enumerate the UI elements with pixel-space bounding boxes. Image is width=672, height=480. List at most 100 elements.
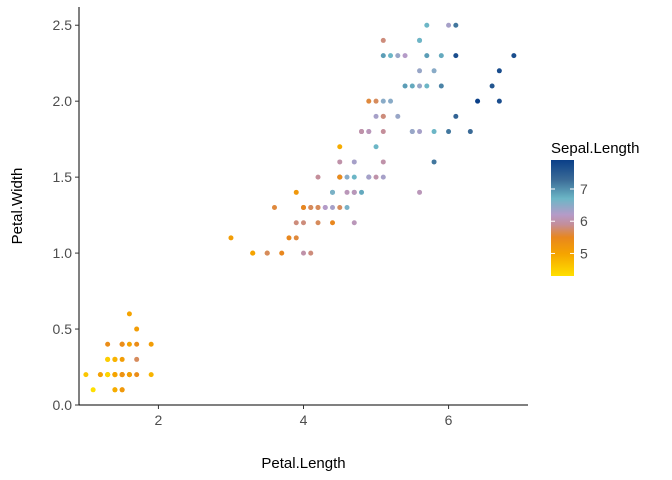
- data-point: [402, 53, 408, 59]
- x-tick-label: 6: [445, 412, 453, 428]
- data-point: [315, 205, 321, 211]
- data-point: [446, 129, 452, 135]
- x-tick-label: 2: [155, 412, 163, 428]
- data-point: [359, 129, 365, 135]
- y-tick-label: 0.5: [53, 321, 73, 337]
- data-point: [301, 250, 306, 256]
- data-point: [431, 68, 437, 74]
- data-point: [446, 22, 452, 28]
- data-point: [380, 174, 386, 180]
- data-point: [351, 189, 357, 195]
- data-point: [315, 220, 321, 226]
- data-point: [97, 372, 103, 378]
- y-tick-label: 2.5: [53, 17, 73, 33]
- y-tick-label: 2.0: [53, 93, 73, 109]
- data-point: [134, 372, 140, 378]
- data-point: [388, 53, 394, 59]
- data-point: [337, 205, 343, 211]
- legend-tick-label: 7: [580, 181, 588, 197]
- data-point: [228, 235, 234, 241]
- data-point: [337, 159, 343, 165]
- data-point: [351, 220, 357, 226]
- data-point: [90, 387, 96, 393]
- data-point: [366, 129, 372, 135]
- data-point: [148, 341, 154, 347]
- data-point: [417, 83, 423, 89]
- legend-tick-label: 5: [580, 245, 588, 261]
- data-point: [373, 113, 379, 119]
- y-ticks: 0.0 0.5 1.0 1.5 2.0 2.5: [53, 17, 79, 413]
- data-point: [373, 174, 379, 180]
- data-point: [373, 98, 379, 104]
- data-point: [134, 326, 140, 332]
- legend-tick-label: 6: [580, 213, 588, 229]
- data-point: [409, 83, 415, 89]
- data-point: [112, 387, 118, 393]
- data-point: [330, 205, 336, 211]
- data-point: [395, 113, 401, 119]
- data-point: [105, 356, 111, 362]
- data-point: [134, 341, 140, 347]
- data-point: [293, 189, 299, 195]
- data-point: [315, 174, 321, 180]
- data-point: [337, 144, 343, 150]
- data-point: [112, 356, 118, 362]
- data-point: [330, 189, 336, 195]
- data-point: [301, 220, 306, 226]
- data-point: [126, 341, 132, 347]
- data-point: [105, 341, 111, 347]
- data-point: [380, 129, 386, 135]
- data-point: [330, 220, 336, 226]
- data-point: [373, 144, 379, 150]
- data-point: [366, 98, 372, 104]
- data-point: [453, 113, 459, 119]
- legend-title: Sepal.Length: [551, 140, 639, 157]
- y-axis-label: Petal.Width: [9, 168, 26, 245]
- data-point: [380, 113, 386, 119]
- data-point: [250, 250, 256, 256]
- x-axis-label: Petal.Length: [261, 455, 345, 472]
- data-point: [424, 22, 430, 28]
- x-tick-label: 4: [300, 412, 308, 428]
- data-point: [388, 98, 394, 104]
- data-point: [83, 372, 89, 378]
- data-point: [380, 53, 386, 59]
- data-point: [409, 129, 415, 135]
- data-point: [417, 189, 423, 195]
- data-point: [438, 53, 444, 59]
- data-point: [344, 174, 350, 180]
- data-point: [424, 83, 430, 89]
- data-point: [264, 250, 270, 256]
- data-point: [496, 68, 502, 74]
- x-ticks: 2 4 6: [155, 405, 453, 428]
- data-point: [467, 129, 473, 135]
- data-point: [475, 98, 481, 104]
- data-point: [337, 174, 343, 180]
- data-point: [417, 68, 423, 74]
- data-point: [351, 174, 357, 180]
- data-point: [119, 372, 125, 378]
- data-point: [286, 235, 292, 241]
- data-point: [293, 220, 299, 226]
- data-point: [511, 53, 517, 59]
- data-point: [126, 311, 132, 317]
- data-point: [105, 372, 111, 378]
- data-point: [293, 235, 299, 241]
- points-layer: [83, 22, 517, 393]
- data-point: [351, 159, 357, 165]
- data-point: [271, 205, 277, 211]
- data-point: [366, 174, 372, 180]
- data-point: [424, 53, 430, 59]
- data-point: [496, 98, 502, 104]
- data-point: [126, 372, 132, 378]
- data-point: [301, 205, 306, 211]
- data-point: [417, 37, 423, 43]
- data-point: [453, 53, 459, 59]
- data-point: [279, 250, 285, 256]
- data-point: [431, 129, 437, 135]
- data-point: [453, 22, 459, 28]
- data-point: [417, 129, 423, 135]
- legend-colorbar: [551, 160, 574, 276]
- y-tick-label: 0.0: [53, 397, 73, 413]
